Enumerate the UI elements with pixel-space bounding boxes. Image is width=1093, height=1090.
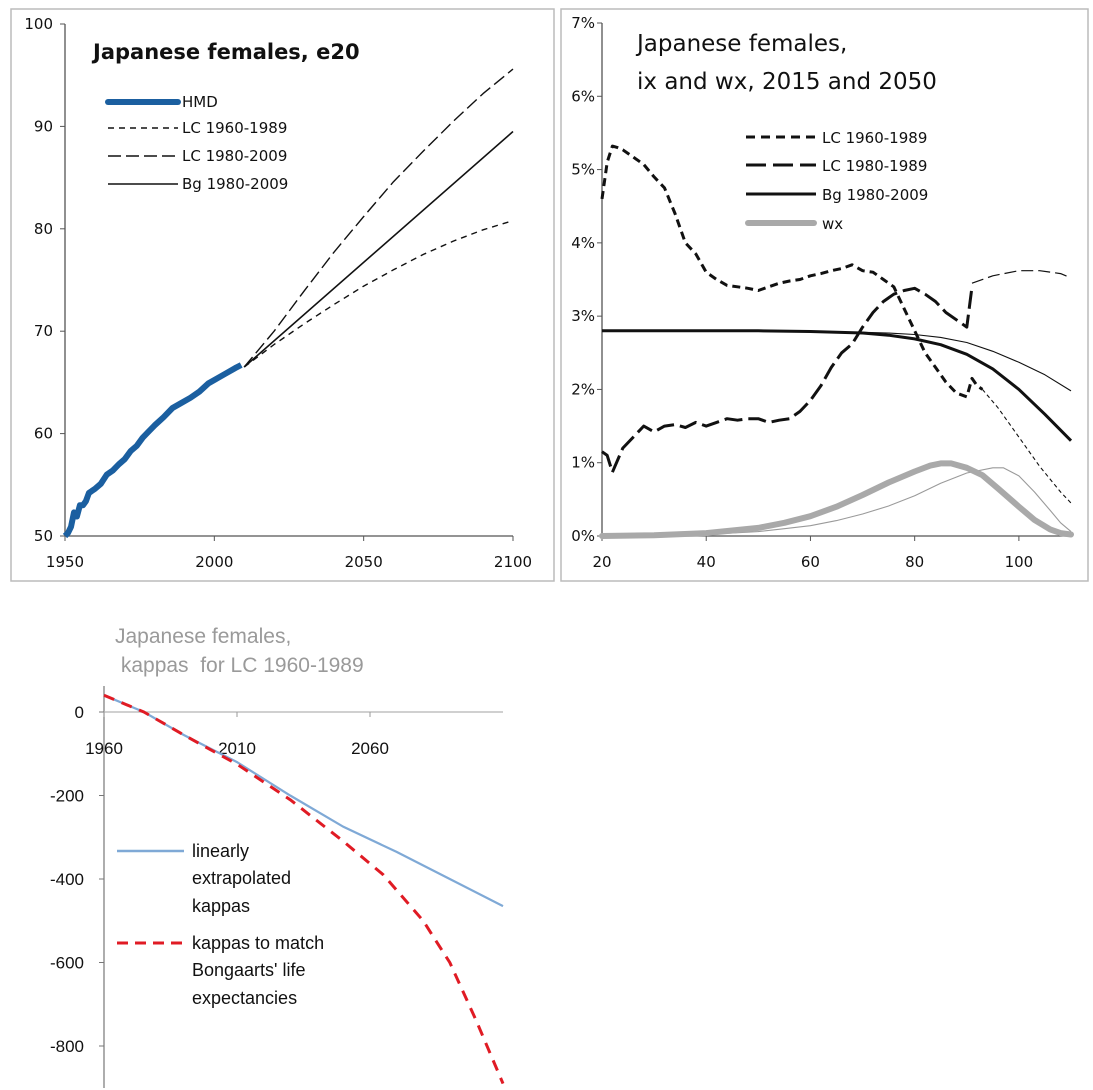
- series-line-kappas-to-match-bongaarts: [103, 693, 505, 1085]
- series-line-lc-1980-1989-2015: [601, 286, 974, 474]
- legend-label-lc1980: LC 1980-2009: [182, 147, 287, 165]
- chart-3-legend: linearly extrapolated kappas kappas to m…: [117, 841, 324, 1008]
- panel-1-frame: [10, 8, 555, 582]
- x-tick-label: 60: [801, 553, 820, 571]
- legend-label-hmd: HMD: [182, 93, 218, 111]
- chart-3-series: [103, 693, 505, 1085]
- chart-3-kappas: Japanese females, kappas for LC 1960-198…: [50, 625, 505, 1088]
- x-tick-label: 1960: [85, 739, 123, 758]
- y-tick-label: 7%: [571, 14, 595, 32]
- chart-3-title-line-1: Japanese females,: [115, 625, 291, 648]
- legend-label-bg: Bg 1980-2009: [822, 186, 928, 204]
- y-tick-label: 90: [34, 117, 53, 135]
- y-tick-label: 50: [34, 527, 53, 545]
- y-tick-label: 60: [34, 425, 53, 443]
- legend-label-linear-2: extrapolated: [192, 868, 291, 888]
- legend-label-linear-3: kappas: [192, 896, 250, 916]
- chart-2-title-line-2: ix and wx, 2015 and 2050: [637, 69, 937, 95]
- y-tick-label: 0: [75, 703, 84, 722]
- series-line-wx-2015: [599, 460, 1074, 539]
- x-tick-label: 2000: [195, 553, 233, 571]
- chart-1-title: Japanese females, e20: [91, 40, 360, 64]
- chart-2-legend: LC 1960-1989 LC 1980-1989 Bg 1980-2009 w…: [745, 129, 928, 233]
- y-tick-label: -600: [50, 954, 84, 973]
- series-line-lc-1980-1989-2050: [971, 270, 1072, 284]
- x-tick-label: 2100: [494, 553, 532, 571]
- x-tick-label: 1950: [46, 553, 84, 571]
- series-line-bg-1980-2009-2015: [602, 329, 1073, 442]
- chart-1-e20: 50 60 70 80 90 100 1950 2000 2050 2100 Japanese f…: [24, 15, 532, 571]
- legend-label-bongaarts-2: Bongaarts' life: [192, 960, 306, 980]
- x-tick-label: 2010: [218, 739, 256, 758]
- chart-1-legend: HMD LC 1960-1989 LC 1980-2009 Bg 1980-20…: [105, 93, 288, 193]
- chart-1-ticks: 50 60 70 80 90 100 1950 2000 2050 2100: [24, 15, 532, 571]
- series-line-hmd: [62, 362, 243, 539]
- chart-2-ix-wx: 0% 1% 2% 3% 4% 5% 6% 7% 20 40 60 80 100 Japanese fem…: [571, 14, 1074, 571]
- series-line-lc-1980-2009: [243, 68, 514, 368]
- y-tick-label: 70: [34, 322, 53, 340]
- chart-2-series: [599, 144, 1074, 539]
- y-tick-label: 0%: [571, 527, 595, 545]
- chart-1-series: [62, 68, 514, 539]
- series-line-lc-1960-1989: [243, 219, 514, 368]
- legend-label-bongaarts-3: expectancies: [192, 988, 297, 1008]
- y-tick-label: 3%: [571, 307, 595, 325]
- y-tick-label: 5%: [571, 161, 595, 179]
- legend-label-lc1980: LC 1980-1989: [822, 157, 927, 175]
- y-tick-label: 100: [24, 15, 53, 33]
- y-tick-label: -800: [50, 1037, 84, 1056]
- legend-label-wx: wx: [822, 215, 843, 233]
- series-line-lc-1960-1989-2050: [981, 389, 1072, 504]
- legend-label-lc1960: LC 1960-1989: [182, 119, 287, 137]
- x-tick-label: 100: [1005, 553, 1034, 571]
- series-line-wx-2050: [601, 467, 1072, 537]
- y-tick-label: -400: [50, 870, 84, 889]
- y-tick-label: 1%: [571, 454, 595, 472]
- legend-label-bongaarts-1: kappas to match: [192, 933, 324, 953]
- legend-label-linear-1: linearly: [192, 841, 249, 861]
- x-tick-label: 2060: [351, 739, 389, 758]
- series-line-bg-1980-2009: [243, 130, 514, 368]
- legend-label-lc1960: LC 1960-1989: [822, 129, 927, 147]
- series-line-lc-1960-1989-2015: [600, 144, 984, 399]
- x-tick-label: 80: [905, 553, 924, 571]
- y-tick-label: 2%: [571, 380, 595, 398]
- y-tick-label: 80: [34, 220, 53, 238]
- panel-2-frame: [560, 8, 1089, 582]
- chart-3-ticks: 0 -200 -400 -600 -800 1960 2010 2060: [50, 703, 389, 1056]
- chart-1-axes: [64, 24, 513, 537]
- chart-3-axes: [103, 686, 503, 1088]
- y-tick-label: 6%: [571, 87, 595, 105]
- chart-2-ticks: 0% 1% 2% 3% 4% 5% 6% 7% 20 40 60 80 100: [571, 14, 1033, 571]
- x-tick-label: 40: [697, 553, 716, 571]
- chart-2-title-line-1: Japanese females,: [635, 31, 847, 57]
- y-tick-label: 4%: [571, 234, 595, 252]
- series-line-linearly-extrapolated-kappas: [103, 694, 504, 908]
- chart-3-title-line-2: kappas for LC 1960-1989: [115, 654, 364, 677]
- y-tick-label: -200: [50, 787, 84, 806]
- x-tick-label: 20: [592, 553, 611, 571]
- x-tick-label: 2050: [345, 553, 383, 571]
- legend-label-bg: Bg 1980-2009: [182, 175, 288, 193]
